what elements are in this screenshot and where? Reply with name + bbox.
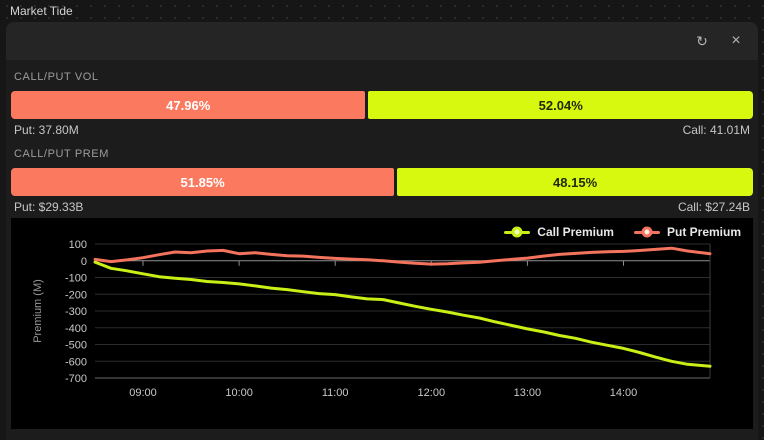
call-put-prem-bar: 51.85% 48.15% bbox=[11, 168, 753, 196]
svg-text:14:00: 14:00 bbox=[610, 387, 638, 399]
vol-put-percent: 47.96% bbox=[166, 97, 211, 113]
window-title: Market Tide bbox=[10, 4, 73, 18]
svg-text:10:00: 10:00 bbox=[225, 387, 253, 399]
svg-text:11:00: 11:00 bbox=[322, 387, 349, 399]
svg-text:Premium (M): Premium (M) bbox=[32, 279, 44, 343]
svg-text:-300: -300 bbox=[65, 306, 87, 318]
prem-put-segment: 51.85% bbox=[11, 168, 395, 196]
legend-label: Call Premium bbox=[537, 225, 614, 239]
call-put-vol-bar: 47.96% 52.04% bbox=[11, 91, 753, 119]
legend-label: Put Premium bbox=[666, 225, 741, 239]
svg-text:09:00: 09:00 bbox=[129, 387, 157, 399]
svg-text:-200: -200 bbox=[65, 289, 87, 301]
legend-marker-icon bbox=[633, 226, 660, 238]
svg-text:100: 100 bbox=[69, 239, 87, 251]
vol-put-stat: Put: 37.80M bbox=[14, 123, 79, 137]
svg-text:-500: -500 bbox=[65, 340, 87, 352]
legend-marker-icon bbox=[504, 226, 531, 238]
prem-call-segment: 48.15% bbox=[397, 168, 753, 196]
prem-put-stat: Put: $29.33B bbox=[14, 200, 84, 214]
vol-put-segment: 47.96% bbox=[11, 91, 366, 119]
market-tide-panel: ↻ × CALL/PUT VOL 47.96% 52.04% Put: 37.8… bbox=[6, 22, 758, 440]
prem-call-stat: Call: $27.24B bbox=[677, 200, 750, 214]
svg-text:13:00: 13:00 bbox=[514, 387, 542, 399]
premium-chart[interactable]: 100 0 -100 -200 -300 -400 -500 -600 -700 09:00 10:… bbox=[11, 218, 753, 429]
panel-body: CALL/PUT VOL 47.96% 52.04% Put: 37.80M C… bbox=[6, 71, 758, 429]
vol-call-stat: Call: 41.01M bbox=[682, 123, 750, 137]
svg-text:-700: -700 bbox=[65, 373, 87, 385]
legend-item-call-premium[interactable]: Call Premium bbox=[504, 225, 614, 239]
call-put-prem-label: CALL/PUT PREM bbox=[14, 148, 110, 160]
panel-header: ↻ × bbox=[6, 22, 758, 60]
prem-put-percent: 51.85% bbox=[180, 174, 225, 190]
legend-item-put-premium[interactable]: Put Premium bbox=[633, 225, 741, 239]
svg-text:12:00: 12:00 bbox=[418, 387, 446, 399]
svg-text:-100: -100 bbox=[65, 273, 87, 285]
svg-text:-600: -600 bbox=[65, 356, 87, 368]
call-put-vol-label: CALL/PUT VOL bbox=[14, 71, 99, 83]
chart-legend: Call Premium Put Premium bbox=[504, 225, 741, 239]
prem-call-percent: 48.15% bbox=[553, 174, 598, 190]
vol-call-percent: 52.04% bbox=[538, 97, 583, 113]
svg-text:-400: -400 bbox=[65, 323, 87, 335]
close-icon[interactable]: × bbox=[731, 32, 741, 49]
vol-call-segment: 52.04% bbox=[368, 91, 753, 119]
prem-stats-row: Put: $29.33B Call: $27.24B bbox=[14, 200, 750, 214]
refresh-icon[interactable]: ↻ bbox=[696, 33, 708, 49]
svg-text:0: 0 bbox=[81, 256, 87, 268]
vol-stats-row: Put: 37.80M Call: 41.01M bbox=[14, 123, 750, 137]
